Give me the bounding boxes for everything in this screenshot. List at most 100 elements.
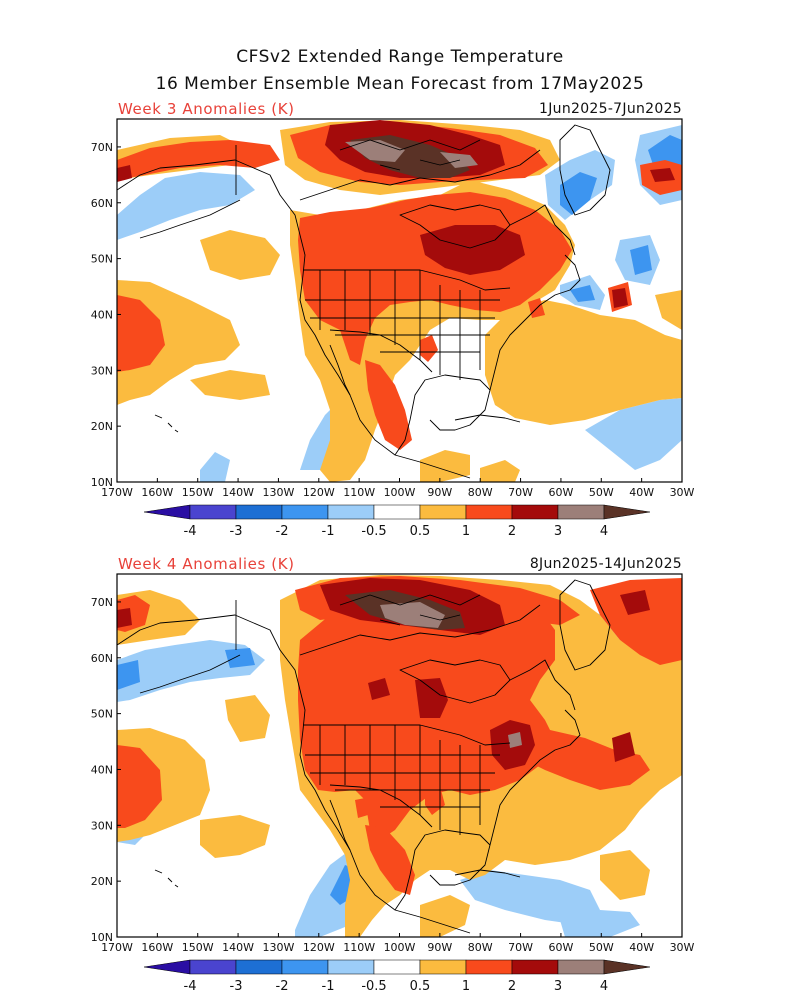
w3-warm-pacific-ne [200,230,280,280]
colorbar-arrow-right [603,504,651,520]
w4-cool-alaska-core [117,660,140,690]
lon-label: 130W [262,941,294,954]
lon-label: 140W [222,486,254,499]
w3-coast-gulf [394,374,491,456]
w3-coast-pacific [299,234,471,479]
lon-label: 110W [343,486,375,499]
lon-label: 30W [670,486,695,499]
colorbar-tick-label: -4 [184,979,197,994]
lon-label: 150W [182,941,214,954]
w4-hot-atlantic-mid [520,730,650,790]
w3-dark-greenland [650,168,675,182]
lat-label: 40N [91,308,113,321]
lat-label: 70N [91,596,113,609]
lat-label: 50N [91,253,113,266]
colorbar-tick-label: -2 [276,979,289,994]
w4-coast-arctic-islands [339,594,481,626]
lon-label: 40W [629,486,654,499]
w3-coast-hawaii [154,414,179,433]
axes-layer: 1 70W 160W 150W 140W 130W 120W 110W 100W 90W 80W 70… [91,141,695,954]
w4-warm-pacific-n [225,695,270,742]
w4-coast-alaska [117,614,301,691]
w4-coast-baja [329,799,351,851]
colorbar-tick-label: -2 [276,524,289,539]
lon-label: 80W [468,941,493,954]
colorbar-swatch [235,959,283,975]
colorbar-tick-label: 1 [462,524,470,539]
w4-state-lines [305,725,500,835]
title-line-1: CFSv2 Extended Range Temperature [236,47,564,67]
lat-label: 60N [91,197,113,210]
lon-label: 50W [589,941,614,954]
w4-warm-pacific-mid [200,815,270,858]
lon-label: 40W [629,941,654,954]
week3-date-range: 1Jun2025-7Jun2025 [539,101,682,117]
w4-dark-canada-w [368,678,390,700]
colorbar-swatch [235,504,283,520]
w3-dark-atlantic [612,288,628,308]
w3-cool-alaska-south [117,172,255,240]
colorbar-arrow-right [603,959,651,975]
w4-coast-labrador [509,659,576,711]
lat-label: 30N [91,364,113,377]
colorbar-tick-label: 1 [462,979,470,994]
colorbar-tick-label: -1 [322,979,335,994]
lon-label: 90W [427,486,452,499]
lon-label: 30W [670,941,695,954]
lon-label: 160W [141,941,173,954]
week3-label: Week 3 Anomalies (K) [118,100,295,118]
lon-label: 100W [384,486,416,499]
colorbar-tick-label: 3 [554,979,562,994]
w3-taupe-arctic [345,140,405,162]
w3-coast-labrador [509,204,576,256]
w4-hot-mexico [365,825,415,895]
w4-coastlines [117,579,611,934]
w4-taupe-arctic [380,602,445,628]
colorbar-swatch [419,504,467,520]
colorbar-tick-label: -3 [230,524,243,539]
lon-label: 70W [508,941,533,954]
lon-label: 150W [182,486,214,499]
w3-coast-baja [329,344,351,396]
colorbar-tick-label: 0.5 [410,979,431,994]
colorbar-swatch [281,504,329,520]
w4-dark-atlantic [612,732,635,762]
w4-hot-baja [355,798,368,818]
lat-label: 70N [91,141,113,154]
colorbar-tick-label: -0.5 [361,979,386,994]
colorbar-swatch [327,504,375,520]
colorbar-tick-label: 4 [600,524,608,539]
lat-label: 40N [91,763,113,776]
w4-coast-east [489,709,581,846]
w4-coast-gulf [394,829,491,911]
w4-border-canada-us [303,724,511,746]
colorbar-swatch [557,959,605,975]
colorbar-swatch [373,959,421,975]
week4-map [117,574,682,937]
lon-label: 110W [343,941,375,954]
lon-label: 60W [548,486,573,499]
colorbar-swatch [465,959,513,975]
lon-label: 90W [427,941,452,954]
w3-coast-alaska [117,159,301,236]
w3-state-lines [305,270,500,380]
lon-label: 160W [141,486,173,499]
colorbar-tick-label: 3 [554,524,562,539]
lon-label: 120W [303,486,335,499]
lat-label: 60N [91,652,113,665]
colorbar-tick-label: 2 [508,979,516,994]
w3-border-canada-us [303,269,511,291]
lat-label: 10N [91,476,113,489]
colorbar-swatch [189,504,237,520]
lon-label: 100W [384,941,416,954]
colorbar-arrow-left [143,504,191,520]
w3-border-us-mexico [329,329,433,373]
w4-cool-tropics-south [560,910,640,937]
w4-coast-alaska-peninsula [139,654,241,694]
w3-dark-hudson [420,225,525,275]
colorbar-tick-label: 0.5 [410,524,431,539]
w4-cool-caribbean [460,870,600,925]
colorbar-tick-label: -3 [230,979,243,994]
w4-dark-hudson [415,678,448,718]
